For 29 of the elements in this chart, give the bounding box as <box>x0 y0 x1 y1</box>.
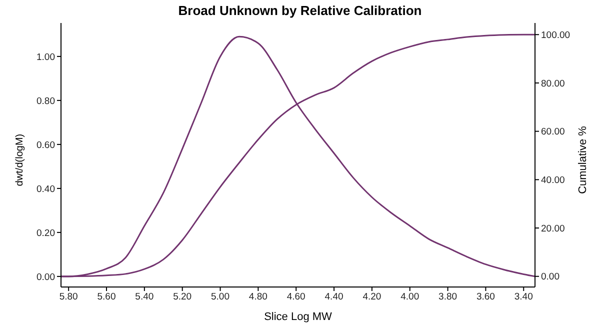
y2-axis-title: Cumulative % <box>577 126 589 194</box>
x-tick-label: 4.60 <box>286 292 306 303</box>
x-tick-label: 4.40 <box>324 292 344 303</box>
x-axis-title: Slice Log MW <box>263 311 333 323</box>
x-tick-label: 3.60 <box>476 292 495 303</box>
y2-tick-label: 20.00 <box>541 223 565 234</box>
x-tick-label: 4.00 <box>400 292 420 303</box>
y-tick-label: 0.40 <box>36 184 55 195</box>
y-tick-label: 0.60 <box>36 140 55 151</box>
x-tick-label: 3.80 <box>438 292 458 303</box>
x-tick-label: 3.40 <box>514 292 533 303</box>
y2-tick-label: 40.00 <box>541 175 565 186</box>
x-tick-label: 4.20 <box>362 292 382 303</box>
y-tick-label: 1.00 <box>36 52 55 63</box>
y2-tick-label: 60.00 <box>541 126 565 138</box>
x-tick-label: 5.00 <box>211 292 230 303</box>
x-tick-label: 4.80 <box>248 292 268 303</box>
y-tick-label: 0.80 <box>36 96 55 107</box>
x-tick-label: 5.80 <box>59 292 78 303</box>
y-tick-label: 0.20 <box>36 228 55 239</box>
y-axis-title: dwt/d(logM) <box>14 134 26 186</box>
y2-tick-label: 100.00 <box>541 30 570 41</box>
chart-title: Broad Unknown by Relative Calibration <box>177 3 423 18</box>
x-tick-label: 5.60 <box>97 292 116 303</box>
x-tick-label: 5.20 <box>173 292 192 303</box>
y-tick-label: 0.00 <box>36 272 55 283</box>
x-tick-label: 5.40 <box>135 292 154 303</box>
y2-tick-label: 0.00 <box>541 272 560 283</box>
y2-tick-label: 80.00 <box>541 78 565 90</box>
